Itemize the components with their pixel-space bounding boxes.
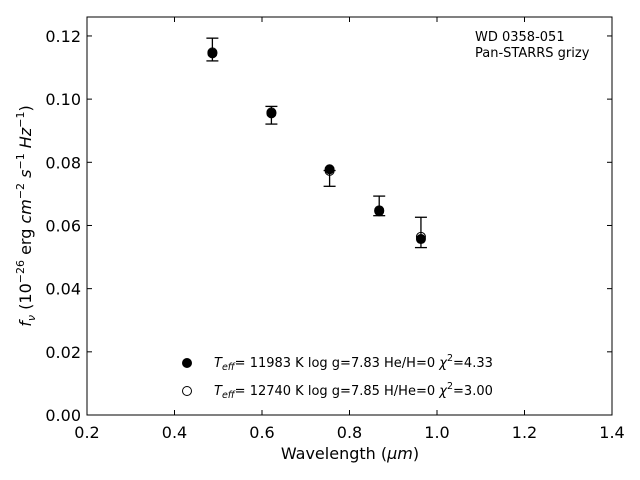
x-tick-label: 0.8: [337, 423, 362, 442]
y-tick-label: 0.10: [45, 90, 81, 109]
model-point-open: [374, 205, 385, 216]
legend: Teff= 11983 K log g=7.83 He/H=0 χ2=4.33 …: [182, 353, 493, 401]
model-point-open: [266, 107, 277, 118]
x-tick-label: 1.2: [512, 423, 537, 442]
x-axis-ticks: 0.2 0.4 0.6 0.8 1.0 1.2 1.4: [74, 17, 625, 442]
annotation-line-2: Pan-STARRS grizy: [475, 46, 590, 61]
model-point-open: [207, 47, 218, 58]
y-axis-label: fν (10−26 erg cm−2 s−1 Hz−1): [14, 105, 38, 326]
y-tick-label: 0.04: [45, 280, 81, 299]
y-tick-label: 0.06: [45, 216, 81, 235]
model-point-open: [324, 165, 335, 176]
model-point-open: [415, 231, 426, 242]
x-tick-label: 0.6: [249, 423, 274, 442]
model-point-filled: [415, 234, 426, 245]
y-tick-label: 0.08: [45, 153, 81, 172]
x-axis-label: Wavelength (μm): [281, 444, 419, 463]
y-tick-label: 0.02: [45, 343, 81, 362]
legend-entry-1: Teff= 11983 K log g=7.83 He/H=0 χ2=4.33: [214, 353, 493, 373]
x-tick-label: 0.2: [74, 423, 99, 442]
y-tick-label: 0.12: [45, 27, 81, 46]
legend-marker-filled: [182, 358, 192, 368]
x-tick-label: 0.4: [162, 423, 187, 442]
y-tick-label: 0.00: [45, 406, 81, 425]
legend-marker-open: [182, 386, 192, 396]
legend-entry-2: Teff= 12740 K log g=7.85 H/He=0 χ2=3.00: [214, 381, 493, 401]
data-points: [206, 37, 427, 249]
x-tick-label: 1.0: [424, 423, 449, 442]
x-tick-label: 1.4: [599, 423, 624, 442]
y-axis-ticks: 0.00 0.02 0.04 0.06 0.08 0.10 0.12: [45, 27, 612, 425]
annotation-line-1: WD 0358-051: [475, 30, 565, 45]
